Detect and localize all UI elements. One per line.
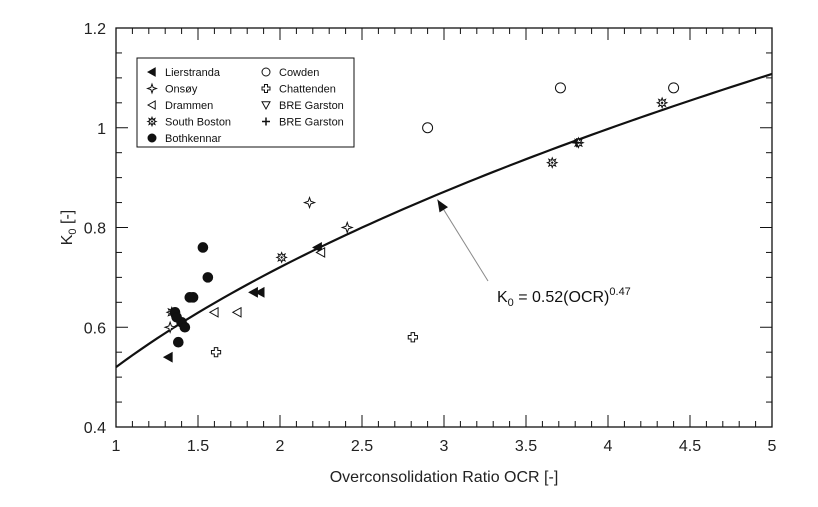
data-point-lierstranda	[162, 351, 173, 363]
data-point-bothkennar	[171, 311, 182, 323]
fit-curve	[115, 72, 773, 369]
x-tick-label: 1	[112, 438, 121, 455]
fit-equation-label: K0 = 0.52(OCR)0.47	[497, 286, 631, 309]
eq-sup: 0.47	[609, 286, 630, 298]
legend: Lierstranda Onsøy Drammen South Boston Bothk…	[136, 57, 355, 148]
legend-marker-cowden	[261, 67, 271, 77]
x-tick-label: 2.5	[351, 438, 373, 455]
y-tick-label: 0.8	[84, 221, 106, 238]
legend-marker-bre-garston	[261, 101, 271, 111]
data-point-drammen	[208, 306, 219, 318]
legend-label-bothkennar: Bothkennar	[165, 133, 222, 145]
legend-marker-bre-garston	[262, 117, 270, 126]
data-point-bothkennar	[197, 242, 209, 253]
data-point-chattenden	[210, 347, 222, 358]
legend-label-drammen: Drammen	[165, 100, 213, 112]
legend-marker-drammen	[146, 100, 156, 110]
y-axis-label-main: K	[59, 234, 76, 245]
data-point-lierstranda	[312, 242, 322, 253]
data-point-bothkennar	[202, 272, 214, 283]
data-point-drammen	[315, 246, 326, 258]
legend-marker-bothkennar	[147, 133, 157, 143]
data-point-ons-y	[340, 220, 354, 235]
eq-sub: 0	[508, 297, 514, 309]
x-axis-label: Overconsolidation Ratio OCR [-]	[330, 469, 559, 486]
x-tick-label: 4.5	[679, 438, 701, 455]
data-point-cowden	[554, 82, 566, 94]
legend-marker-lierstranda	[146, 67, 156, 77]
data-point-bre-garston	[572, 138, 582, 148]
y-axis-label-unit: [-]	[59, 210, 76, 229]
x-tick-label: 2	[276, 438, 285, 455]
legend-label-lierstranda: Lierstranda	[165, 67, 221, 79]
data-point-ons-y	[163, 320, 177, 334]
eq-k: K	[497, 289, 508, 306]
data-point-bothkennar	[187, 292, 199, 303]
data-point-drammen	[231, 306, 242, 318]
y-tick-label: 0.6	[84, 320, 106, 337]
x-tick-label: 4	[604, 438, 613, 455]
legend-marker-chattenden	[261, 84, 271, 93]
data-point-cowden	[668, 82, 680, 94]
legend-label-ons-y: Onsøy	[165, 84, 198, 96]
data-point-lierstranda	[254, 286, 265, 298]
data-marks	[162, 82, 680, 363]
plot-area: 1 1.5 2 2.5 3 3.5 4 4.5 5 0.4 0.6 0.8 1 1.2	[84, 21, 777, 455]
data-point-ons-y	[302, 195, 317, 210]
y-axis-label: K0 [-]	[59, 210, 79, 245]
data-point-south-boston	[275, 251, 288, 264]
fit-equation: K0 = 0.52(OCR)0.47	[437, 199, 631, 309]
legend-label-bre-garston: BRE Garston	[279, 117, 344, 129]
y-axis-label-subscript: 0	[67, 228, 79, 234]
data-point-bothkennar	[173, 336, 184, 348]
data-point-south-boston	[655, 96, 669, 110]
legend-label-south-boston: South Boston	[165, 117, 231, 129]
axis-tick-labels: 1 1.5 2 2.5 3 3.5 4 4.5 5 0.4 0.6 0.8 1 1.2	[84, 21, 777, 455]
x-tick-label: 3	[440, 438, 449, 455]
legend-label-bre-garston: BRE Garston	[279, 100, 344, 112]
annotation-arrow-line	[437, 199, 489, 282]
x-tick-label: 3.5	[515, 438, 537, 455]
legend-label-chattenden: Chattenden	[279, 84, 336, 96]
y-tick-label: 1.2	[84, 21, 106, 38]
legend-marker-ons-y	[146, 82, 158, 95]
legend-box	[136, 57, 355, 148]
x-tick-label: 5	[768, 438, 777, 455]
data-point-south-boston	[546, 156, 559, 169]
eq-body: = 0.52(OCR)	[514, 289, 610, 306]
data-point-bothkennar	[179, 321, 191, 333]
legend-label-cowden: Cowden	[279, 67, 319, 79]
y-tick-label: 0.4	[84, 420, 106, 437]
annotation-arrow-head	[437, 199, 449, 213]
axis-ticks	[115, 27, 773, 428]
legend-marker-south-boston	[146, 115, 158, 128]
x-tick-label: 1.5	[187, 438, 209, 455]
data-point-chattenden	[407, 332, 418, 343]
y-tick-label: 1	[97, 121, 106, 138]
data-point-cowden	[422, 122, 434, 134]
